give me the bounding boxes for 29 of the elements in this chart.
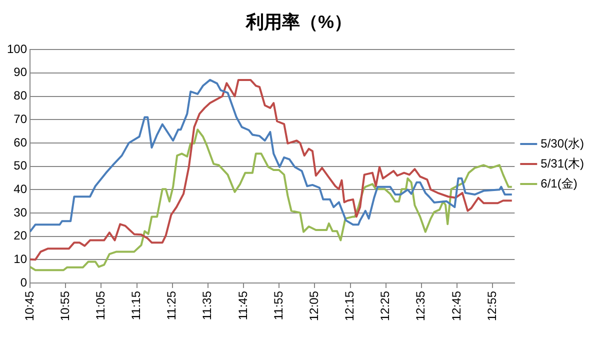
y-tick-label: 20 xyxy=(14,228,28,243)
legend-label: 5/30(水) xyxy=(540,136,584,150)
x-tick-label: 11:15 xyxy=(129,290,144,320)
x-tick-label: 11:05 xyxy=(93,290,108,320)
y-tick-label: 60 xyxy=(14,135,28,150)
x-tick-label: 11:45 xyxy=(236,290,250,320)
x-tick-label: 11:55 xyxy=(271,290,286,320)
x-tick-label: 10:45 xyxy=(22,290,36,321)
x-tick-label: 12:35 xyxy=(414,290,428,321)
legend-label: 6/1(金) xyxy=(540,176,578,190)
y-tick-label: 100 xyxy=(6,42,28,56)
x-tick-label: 10:55 xyxy=(58,290,72,321)
x-tick-label: 12:55 xyxy=(484,290,499,321)
y-tick-label: 90 xyxy=(14,65,28,80)
x-tick-label: 12:05 xyxy=(306,290,321,321)
x-tick-label: 12:25 xyxy=(378,290,392,321)
y-tick-label: 40 xyxy=(14,182,28,196)
x-tick-label: 12:15 xyxy=(342,290,357,321)
y-tick-label: 0 xyxy=(20,275,28,290)
x-tick-label: 11:25 xyxy=(164,290,179,320)
x-tick-label: 12:45 xyxy=(449,290,464,321)
y-tick-label: 50 xyxy=(14,158,28,173)
y-tick-label: 80 xyxy=(14,88,28,103)
x-tick-label: 11:35 xyxy=(200,290,214,320)
y-tick-label: 30 xyxy=(14,205,28,220)
chart-title: 利用率（%） xyxy=(244,12,352,32)
legend-label: 5/31(木) xyxy=(540,156,584,170)
y-tick-label: 70 xyxy=(14,112,28,126)
y-tick-label: 10 xyxy=(14,252,28,266)
